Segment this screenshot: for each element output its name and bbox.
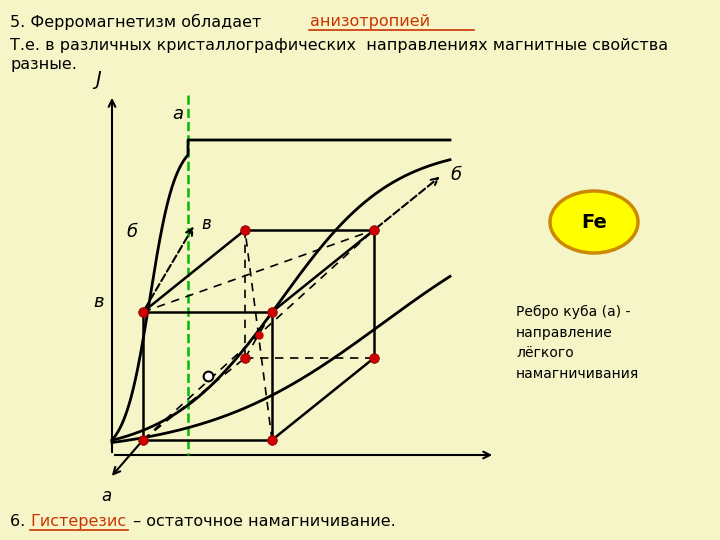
Ellipse shape [550, 191, 638, 253]
Text: Ребро куба (а) -
направление
лёгкого
намагничивания: Ребро куба (а) - направление лёгкого нам… [516, 305, 639, 381]
Text: 6.: 6. [10, 514, 30, 529]
Text: анизотропией: анизотропией [310, 14, 430, 29]
Text: J: J [95, 70, 101, 89]
Text: 5. Ферромагнетизм обладает: 5. Ферромагнетизм обладает [10, 14, 266, 30]
Text: в: в [201, 215, 211, 233]
Text: б: б [126, 223, 137, 241]
Text: в: в [94, 293, 104, 311]
Text: а: а [172, 105, 183, 123]
Text: – остаточное намагничивание.: – остаточное намагничивание. [128, 514, 396, 529]
Text: а: а [101, 487, 111, 505]
Text: Гистерезис: Гистерезис [30, 514, 126, 529]
Text: б: б [450, 166, 461, 184]
Text: Т.е. в различных кристаллографических  направлениях магнитные свойства: Т.е. в различных кристаллографических на… [10, 38, 668, 53]
Text: Fe: Fe [581, 213, 607, 232]
Text: разные.: разные. [10, 57, 77, 72]
